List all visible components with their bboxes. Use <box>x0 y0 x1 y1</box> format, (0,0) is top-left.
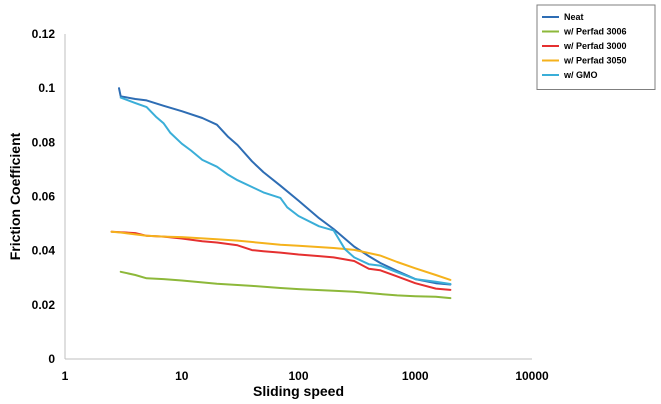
series-lines <box>110 87 452 300</box>
y-tick-label: 0.06 <box>32 190 56 204</box>
y-tick-label: 0.1 <box>38 81 55 95</box>
x-tick-label: 100 <box>288 369 308 383</box>
legend-label: w/ GMO <box>563 70 598 80</box>
series-line-neat <box>118 87 452 286</box>
legend-label: w/ Perfad 3000 <box>563 41 627 51</box>
x-tick-label: 10 <box>175 369 189 383</box>
series-line-w-perfad-3006 <box>119 270 452 300</box>
x-tick-label: 10000 <box>515 369 549 383</box>
series-line-w-perfad-3000 <box>110 230 452 291</box>
x-axis-title: Sliding speed <box>253 383 344 399</box>
y-tick-label: 0.04 <box>32 244 56 258</box>
x-tick-labels: 1 10 100 1000 10000 <box>62 369 549 383</box>
y-tick-label: 0.02 <box>32 298 56 312</box>
x-tick-label: 1 <box>62 369 69 383</box>
legend-label: w/ Perfad 3006 <box>563 27 627 37</box>
legend-label: w/ Perfad 3050 <box>563 56 627 66</box>
series-line-w-gmo <box>119 96 452 285</box>
y-tick-label: 0.08 <box>32 135 56 149</box>
y-tick-labels: 0 0.02 0.04 0.06 0.08 0.1 0.12 <box>32 27 56 366</box>
y-tick-label: 0.12 <box>32 27 56 41</box>
y-tick-label: 0 <box>48 352 55 366</box>
legend: Neat w/ Perfad 3006 w/ Perfad 3000 w/ Perfa… <box>536 4 656 90</box>
y-axis-title: Friction Coefficient <box>7 132 23 260</box>
series-line-w-perfad-3050 <box>110 230 452 281</box>
x-tick-label: 1000 <box>402 369 429 383</box>
legend-label: Neat <box>564 12 584 22</box>
